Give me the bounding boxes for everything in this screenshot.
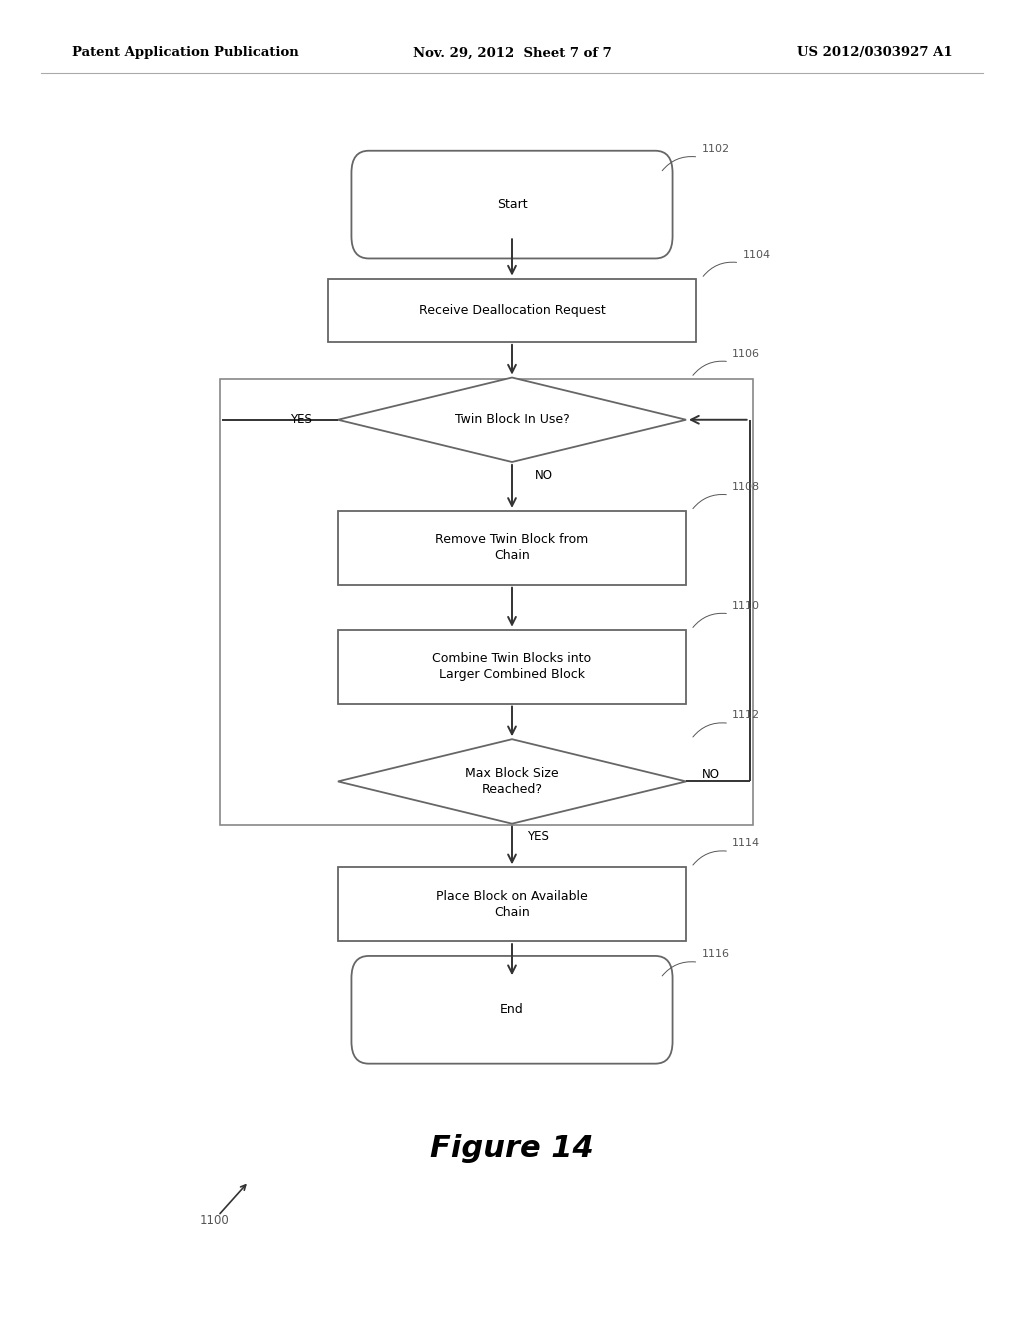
Text: 1108: 1108: [732, 482, 760, 492]
Text: Start: Start: [497, 198, 527, 211]
Text: US 2012/0303927 A1: US 2012/0303927 A1: [797, 46, 952, 59]
Polygon shape: [338, 378, 686, 462]
Text: Patent Application Publication: Patent Application Publication: [72, 46, 298, 59]
Bar: [338, 630, 686, 704]
Text: 1112: 1112: [732, 710, 760, 721]
Text: 1114: 1114: [732, 838, 760, 849]
Text: Place Block on Available
Chain: Place Block on Available Chain: [436, 890, 588, 919]
Text: 1104: 1104: [742, 249, 770, 260]
Text: Nov. 29, 2012  Sheet 7 of 7: Nov. 29, 2012 Sheet 7 of 7: [413, 46, 611, 59]
Text: 1110: 1110: [732, 601, 760, 611]
Bar: [338, 867, 686, 941]
Text: 1106: 1106: [732, 348, 760, 359]
Text: NO: NO: [701, 768, 720, 781]
Text: 1100: 1100: [200, 1214, 230, 1228]
Text: Figure 14: Figure 14: [430, 1134, 594, 1163]
Text: YES: YES: [291, 413, 312, 426]
Bar: [328, 279, 696, 342]
Text: NO: NO: [535, 469, 553, 482]
Text: Twin Block In Use?: Twin Block In Use?: [455, 413, 569, 426]
Bar: [220, 379, 753, 825]
Polygon shape: [338, 739, 686, 824]
Bar: [338, 511, 686, 585]
FancyBboxPatch shape: [351, 150, 673, 259]
Text: Receive Deallocation Request: Receive Deallocation Request: [419, 304, 605, 317]
Text: End: End: [500, 1003, 524, 1016]
Text: 1102: 1102: [701, 144, 729, 154]
Text: YES: YES: [527, 830, 549, 843]
Text: Combine Twin Blocks into
Larger Combined Block: Combine Twin Blocks into Larger Combined…: [432, 652, 592, 681]
Text: Max Block Size
Reached?: Max Block Size Reached?: [465, 767, 559, 796]
Text: Remove Twin Block from
Chain: Remove Twin Block from Chain: [435, 533, 589, 562]
FancyBboxPatch shape: [351, 956, 673, 1064]
Text: 1116: 1116: [701, 949, 729, 960]
